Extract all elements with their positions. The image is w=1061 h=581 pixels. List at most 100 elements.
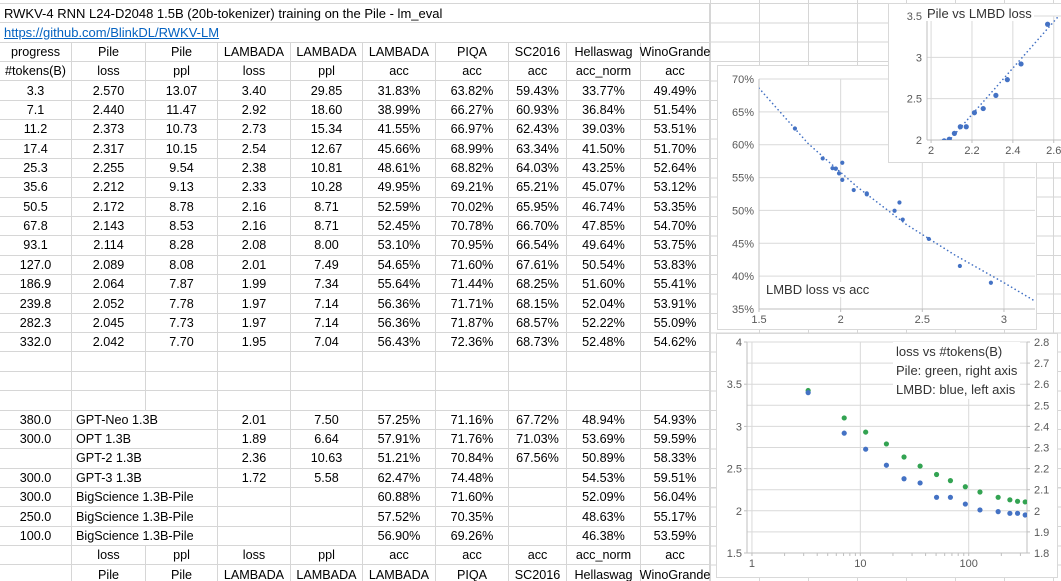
data-cell[interactable]: 93.1	[0, 236, 72, 256]
empty-cell[interactable]	[363, 371, 436, 392]
data-cell[interactable]: 17.4	[0, 139, 72, 159]
footer-cell[interactable]: Pile	[146, 565, 218, 581]
data-cell[interactable]: 3.3	[0, 81, 72, 101]
data-cell[interactable]: 53.69%	[567, 429, 641, 450]
data-cell[interactable]: 2.73	[218, 120, 291, 140]
data-cell[interactable]: 7.87	[146, 275, 218, 295]
data-cell[interactable]: 10.73	[146, 120, 218, 140]
empty-cell[interactable]	[436, 352, 509, 372]
footer-cell[interactable]: acc_norm	[567, 546, 641, 566]
data-cell[interactable]: 1.97	[218, 294, 291, 314]
data-cell[interactable]: 2.114	[72, 236, 146, 256]
empty-cell[interactable]	[146, 391, 218, 411]
data-cell[interactable]: 68.15%	[509, 294, 567, 314]
footer-cell[interactable]: acc	[363, 546, 436, 566]
data-cell[interactable]: 25.3	[0, 158, 72, 179]
empty-cell[interactable]	[72, 371, 146, 392]
data-cell[interactable]: 53.35%	[641, 197, 710, 217]
data-cell[interactable]: 39.03%	[567, 120, 641, 140]
data-cell[interactable]	[509, 526, 567, 547]
data-cell[interactable]: 282.3	[0, 313, 72, 334]
data-cell[interactable]: 50.5	[0, 197, 72, 217]
data-cell[interactable]	[218, 507, 291, 527]
data-cell[interactable]: 7.50	[291, 410, 363, 430]
data-cell[interactable]: 8.71	[291, 216, 363, 237]
data-cell[interactable]: 1.99	[218, 275, 291, 295]
data-cell[interactable]: 71.60%	[436, 255, 509, 276]
footer-cell[interactable]: LAMBADA	[291, 565, 363, 581]
data-cell[interactable]: 52.22%	[567, 313, 641, 334]
data-cell[interactable]: 2.317	[72, 139, 146, 159]
data-cell[interactable]: 52.09%	[567, 487, 641, 508]
data-cell[interactable]: 51.54%	[641, 100, 710, 121]
data-cell[interactable]: 74.48%	[436, 468, 509, 488]
data-cell[interactable]: 50.89%	[567, 449, 641, 469]
header-cell[interactable]: acc	[641, 62, 710, 82]
data-cell[interactable]	[0, 449, 72, 469]
data-cell[interactable]: 15.34	[291, 120, 363, 140]
header-cell[interactable]: Pile	[72, 42, 146, 63]
empty-cell[interactable]	[218, 352, 291, 372]
data-cell[interactable]: 2.01	[218, 410, 291, 430]
data-cell[interactable]: 69.21%	[436, 178, 509, 198]
data-cell[interactable]: 2.042	[72, 333, 146, 353]
data-cell[interactable]: 56.36%	[363, 313, 436, 334]
data-cell[interactable]: 66.27%	[436, 100, 509, 121]
footer-cell[interactable]: WinoGrande	[640, 565, 710, 581]
data-cell[interactable]: 2.064	[72, 275, 146, 295]
header-cell[interactable]: acc	[509, 62, 567, 82]
empty-cell[interactable]	[291, 352, 363, 372]
data-cell[interactable]: 7.14	[291, 294, 363, 314]
data-cell[interactable]: 332.0	[0, 333, 72, 353]
empty-cell[interactable]	[567, 371, 641, 392]
data-cell[interactable]: 70.95%	[436, 236, 509, 256]
model-name-cell[interactable]: BigScience 1.3B-Pile	[72, 507, 218, 527]
data-cell[interactable]: 48.61%	[363, 158, 436, 179]
data-cell[interactable]: 45.07%	[567, 178, 641, 198]
data-cell[interactable]: 2.08	[218, 236, 291, 256]
data-cell[interactable]: 2.373	[72, 120, 146, 140]
data-cell[interactable]: 10.81	[291, 158, 363, 179]
data-cell[interactable]: 67.61%	[509, 255, 567, 276]
data-cell[interactable]: 31.83%	[363, 81, 436, 101]
empty-cell[interactable]	[146, 352, 218, 372]
data-cell[interactable]: 65.21%	[509, 178, 567, 198]
empty-cell[interactable]	[641, 391, 710, 411]
data-cell[interactable]: 49.95%	[363, 178, 436, 198]
data-cell[interactable]: 70.35%	[436, 507, 509, 527]
data-cell[interactable]: 70.02%	[436, 197, 509, 217]
data-cell[interactable]: 70.84%	[436, 449, 509, 469]
data-cell[interactable]: 1.72	[218, 468, 291, 488]
data-cell[interactable]: 68.73%	[509, 333, 567, 353]
data-cell[interactable]: 41.50%	[567, 139, 641, 159]
data-cell[interactable]: 8.71	[291, 197, 363, 217]
data-cell[interactable]: 2.212	[72, 178, 146, 198]
data-cell[interactable]: 45.66%	[363, 139, 436, 159]
data-cell[interactable]: 54.70%	[641, 216, 710, 237]
data-cell[interactable]: 69.26%	[436, 526, 509, 547]
data-cell[interactable]: 58.33%	[641, 449, 710, 469]
empty-cell[interactable]	[436, 391, 509, 411]
model-name-cell[interactable]: GPT-Neo 1.3B	[72, 410, 218, 430]
chart-lmbd-loss-vs-acc[interactable]: 1.5 2 2.5 3 35% 40% 45% 50% 55% 60% 65% 70% LMBD los…	[717, 65, 1037, 330]
header-cell[interactable]: progress	[0, 42, 72, 63]
data-cell[interactable]: 2.570	[72, 81, 146, 101]
header-cell[interactable]: PIQA	[436, 42, 509, 63]
data-cell[interactable]: 57.52%	[363, 507, 436, 527]
data-cell[interactable]	[291, 526, 363, 547]
empty-cell[interactable]	[567, 352, 641, 372]
data-cell[interactable]	[509, 468, 567, 488]
data-cell[interactable]: 13.07	[146, 81, 218, 101]
header-cell[interactable]: LAMBADA	[363, 42, 436, 63]
data-cell[interactable]: 7.73	[146, 313, 218, 334]
empty-cell[interactable]	[291, 391, 363, 411]
data-cell[interactable]: 2.172	[72, 197, 146, 217]
data-cell[interactable]: 62.43%	[509, 120, 567, 140]
data-cell[interactable]	[509, 507, 567, 527]
data-cell[interactable]: 53.10%	[363, 236, 436, 256]
footer-cell[interactable]	[0, 565, 72, 581]
data-cell[interactable]: 71.76%	[436, 429, 509, 450]
data-cell[interactable]: 7.1	[0, 100, 72, 121]
data-cell[interactable]: 7.49	[291, 255, 363, 276]
data-cell[interactable]: 72.36%	[436, 333, 509, 353]
